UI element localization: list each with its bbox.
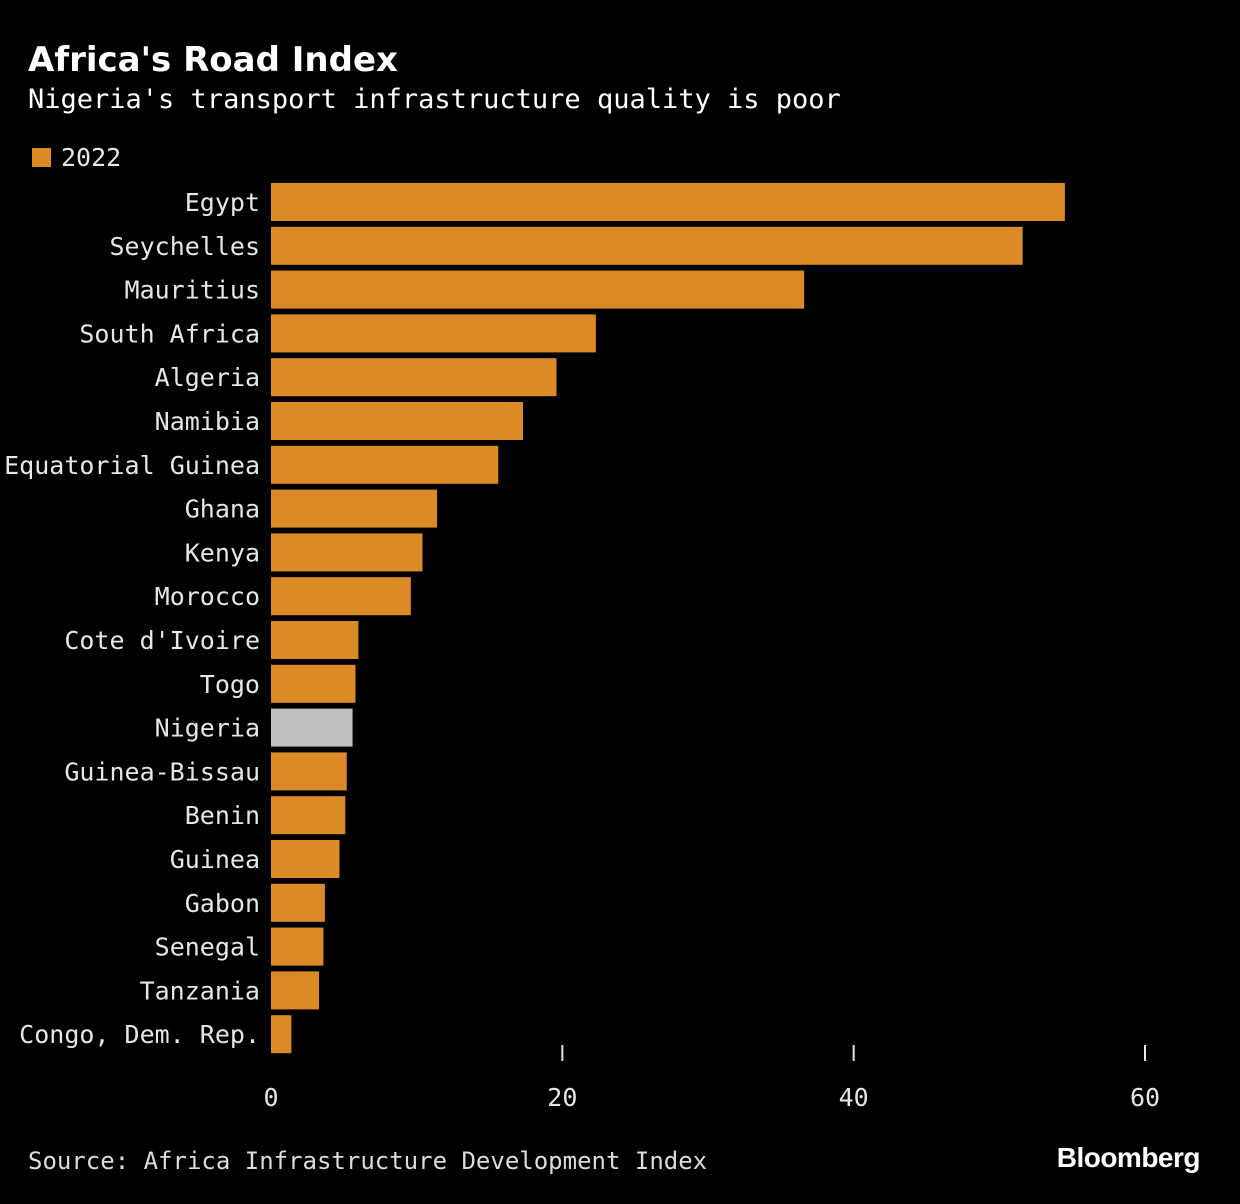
chart-title: Africa's Road Index: [28, 40, 398, 80]
bloomberg-logo: Bloomberg: [1056, 1142, 1201, 1173]
bar-benin: [271, 796, 346, 835]
category-label: Equatorial Guinea: [4, 451, 260, 480]
category-label: South Africa: [79, 319, 260, 348]
bar-seychelles: [271, 226, 1023, 265]
bar-togo: [271, 664, 356, 703]
bar-congo-dem-rep-: [271, 1015, 292, 1054]
category-label: Algeria: [155, 363, 260, 392]
bar-senegal: [271, 927, 324, 966]
bar-equatorial-guinea: [271, 445, 499, 484]
legend-label: 2022: [61, 143, 122, 172]
category-label: Gabon: [185, 889, 260, 918]
category-label: Guinea-Bissau: [64, 757, 260, 786]
category-label: Tanzania: [140, 976, 260, 1005]
bar-guinea-bissau: [271, 752, 347, 791]
category-label: Morocco: [155, 582, 260, 611]
bar-cote-d-ivoire: [271, 621, 359, 659]
category-label: Senegal: [155, 933, 260, 962]
category-label: Togo: [200, 670, 260, 699]
bar-guinea: [271, 840, 340, 878]
bar-mauritius: [271, 270, 805, 309]
source-note: Source: Africa Infrastructure Developmen…: [28, 1147, 708, 1175]
category-label: Egypt: [185, 188, 260, 217]
category-label: Seychelles: [109, 232, 260, 261]
bar-namibia: [271, 402, 524, 440]
bar-gabon: [271, 883, 325, 922]
bar-tanzania: [271, 971, 320, 1010]
bar-nigeria: [271, 708, 353, 747]
category-label: Nigeria: [155, 714, 260, 743]
bar-egypt: [271, 183, 1065, 221]
bar-ghana: [271, 489, 438, 528]
category-label: Benin: [185, 801, 260, 830]
x-tick-label: 60: [1130, 1083, 1160, 1112]
x-tick-label: 20: [547, 1083, 577, 1112]
category-label: Mauritius: [125, 276, 260, 305]
category-label: Kenya: [185, 538, 260, 567]
category-label: Congo, Dem. Rep.: [19, 1020, 260, 1049]
legend-swatch: [32, 148, 51, 167]
bar-south-africa: [271, 314, 596, 353]
chart-subtitle: Nigeria's transport infrastructure quali…: [28, 84, 841, 115]
category-label: Ghana: [185, 495, 260, 524]
bar-algeria: [271, 358, 557, 397]
bar-morocco: [271, 577, 411, 616]
legend: 2022: [32, 143, 121, 172]
bar-kenya: [271, 533, 423, 572]
category-label: Cote d'Ivoire: [64, 626, 260, 655]
x-tick-label: 40: [839, 1083, 869, 1112]
x-tick-label: 0: [263, 1083, 278, 1112]
category-label: Namibia: [155, 407, 260, 436]
category-label: Guinea: [170, 845, 260, 874]
